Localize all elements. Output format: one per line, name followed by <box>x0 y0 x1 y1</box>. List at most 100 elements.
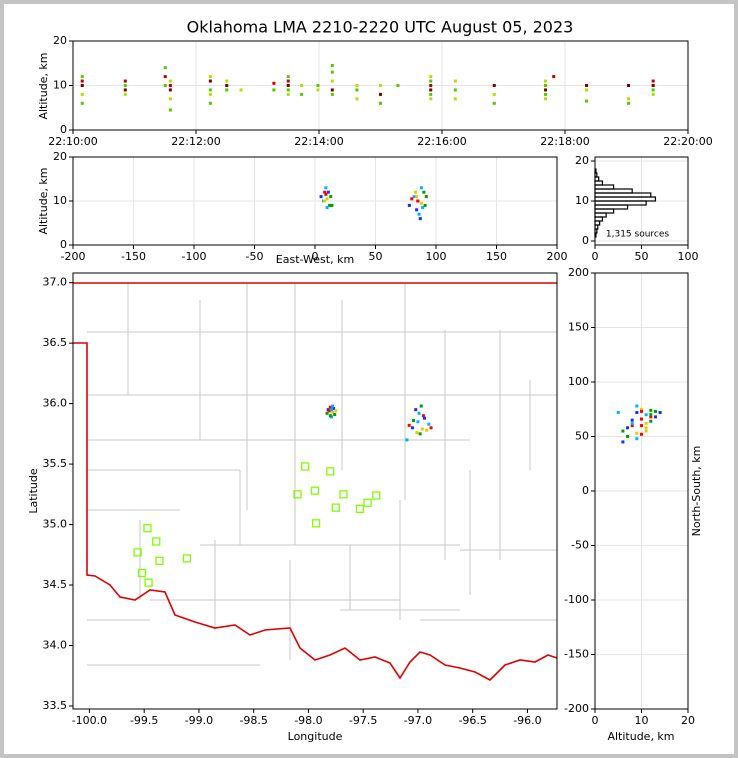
station <box>326 467 335 476</box>
source <box>407 423 411 427</box>
source <box>585 99 589 103</box>
source <box>635 404 639 408</box>
source <box>208 79 212 83</box>
source <box>328 414 332 418</box>
source <box>640 407 643 411</box>
plot-frame <box>72 40 689 131</box>
source <box>123 92 127 96</box>
y-axis-label: North-South, km <box>690 446 703 537</box>
station <box>310 486 320 495</box>
source <box>331 404 335 408</box>
source <box>330 70 334 74</box>
station <box>293 490 302 499</box>
source <box>635 431 639 435</box>
source <box>627 101 631 105</box>
source <box>410 197 414 201</box>
x-tick-label: 22:10:00 <box>48 135 97 148</box>
station <box>144 578 153 587</box>
source <box>640 424 643 428</box>
source <box>616 411 620 415</box>
y-tick-label: 36.5 <box>43 336 68 349</box>
x-tick-label: 22:16:00 <box>417 135 466 148</box>
x-axis-label: Altitude, km <box>607 730 674 743</box>
source <box>412 195 416 199</box>
source <box>319 195 323 199</box>
source <box>413 190 417 194</box>
source <box>324 192 328 196</box>
source <box>327 409 331 413</box>
source <box>300 92 304 96</box>
county-lines <box>87 283 557 666</box>
station <box>133 548 142 557</box>
source <box>544 92 548 96</box>
x-tick-label: -99.0 <box>185 714 213 727</box>
source <box>168 88 172 92</box>
station <box>311 519 321 528</box>
y-tick-label: 0 <box>582 484 589 497</box>
source <box>419 186 423 190</box>
x-tick-label: 50 <box>369 250 383 263</box>
source <box>239 88 243 92</box>
source <box>329 195 333 199</box>
source <box>330 79 334 83</box>
x-tick-label: 22:20:00 <box>663 135 712 148</box>
source <box>429 75 433 79</box>
y-tick-label: -200 <box>564 702 589 715</box>
source <box>405 438 409 442</box>
source <box>415 195 419 199</box>
source <box>635 411 639 415</box>
station <box>182 554 192 563</box>
source <box>272 88 276 92</box>
source <box>418 432 422 436</box>
source <box>653 415 657 419</box>
source <box>640 417 643 421</box>
source <box>544 84 548 87</box>
source <box>410 426 414 430</box>
state-border <box>73 282 558 681</box>
source <box>649 413 653 417</box>
source <box>626 435 630 438</box>
source <box>630 418 634 422</box>
station <box>363 498 372 507</box>
source <box>396 84 400 87</box>
source <box>332 406 336 410</box>
source <box>630 421 634 425</box>
plot-frame <box>72 272 558 710</box>
source <box>453 88 457 92</box>
histogram-bar <box>594 204 629 210</box>
source <box>427 422 431 426</box>
source <box>627 84 631 87</box>
source <box>651 84 655 87</box>
source <box>418 217 422 221</box>
source <box>429 88 433 92</box>
plot-frame <box>594 272 689 710</box>
source <box>334 409 338 413</box>
source <box>415 431 419 435</box>
source <box>627 97 631 101</box>
source <box>328 203 332 207</box>
station <box>143 524 152 533</box>
source <box>649 419 653 423</box>
x-tick-label: 50 <box>635 250 649 263</box>
source <box>286 79 290 83</box>
x-tick-label: -97.0 <box>404 714 432 727</box>
source <box>286 84 290 87</box>
source <box>325 206 329 210</box>
source <box>425 428 429 432</box>
source <box>423 203 427 207</box>
source <box>300 84 304 87</box>
x-tick-label: 100 <box>678 250 699 263</box>
plot-frame <box>72 156 558 246</box>
y-axis-label: Altitude, km <box>37 167 50 234</box>
source <box>644 429 648 433</box>
source <box>208 88 212 92</box>
station <box>372 491 381 500</box>
source <box>429 79 433 83</box>
source <box>80 75 84 79</box>
histogram-bar <box>594 184 615 190</box>
source <box>379 84 382 87</box>
source <box>651 79 655 83</box>
source <box>80 84 84 87</box>
source <box>225 88 229 92</box>
